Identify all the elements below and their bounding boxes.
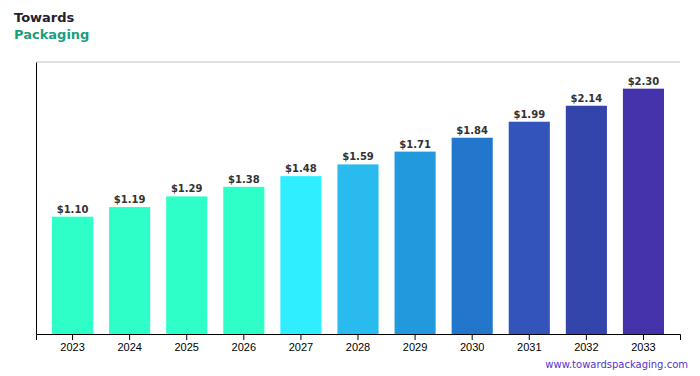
bar <box>109 207 150 334</box>
x-tick-mark <box>472 334 473 340</box>
plot: 2023 2024 2025 2026 2027 2028 2029 2030 2031 2032… <box>36 62 681 353</box>
bar <box>509 122 550 334</box>
logo-text: Packaging <box>14 27 89 42</box>
x-tick-mark <box>643 334 644 340</box>
x-tick: 2027 <box>289 334 313 353</box>
x-tick-mark <box>300 334 301 340</box>
x-tick: 2030 <box>460 334 484 353</box>
plot-top-line <box>36 62 680 63</box>
x-tick: 2031 <box>517 334 541 353</box>
x-tick-mark <box>529 334 530 340</box>
data-labels: $1.10 $1.19 $1.29 $1.38 $1.48 $1.59 $1.71 $1.84… <box>57 76 660 215</box>
data-label: $2.14 <box>571 93 603 104</box>
x-tick-label: 2023 <box>60 341 84 353</box>
x-tick-label: 2033 <box>631 341 655 353</box>
x-tick-mark <box>243 334 244 340</box>
bar <box>623 89 664 334</box>
x-tick: 2033 <box>631 334 655 353</box>
bar <box>280 176 321 334</box>
chart: 2023 2024 2025 2026 2027 2028 2029 2030 2031 2032… <box>0 0 700 376</box>
x-tick: 2026 <box>232 334 256 353</box>
bar <box>452 138 493 334</box>
x-tick-mark <box>586 334 587 340</box>
x-tick-label: 2024 <box>117 341 141 353</box>
x-tick: 2028 <box>346 334 370 353</box>
x-tick: 2023 <box>60 334 84 353</box>
watermark: www.towardspackaging.com <box>545 359 688 370</box>
data-label: $1.19 <box>114 194 146 205</box>
x-tick-mark <box>415 334 416 340</box>
x-tick-mark <box>358 334 359 340</box>
bar <box>566 106 607 334</box>
x-tick-label: 2028 <box>346 341 370 353</box>
x-tick: 2025 <box>174 334 198 353</box>
bar <box>337 164 378 334</box>
x-tick-label: 2031 <box>517 341 541 353</box>
data-label: $1.71 <box>399 139 431 150</box>
y-axis-line <box>36 63 37 335</box>
x-tick: 2032 <box>574 334 598 353</box>
x-tick-label: 2029 <box>403 341 427 353</box>
bar <box>223 187 264 334</box>
logo-text: Towards <box>14 10 75 25</box>
x-tick: 2024 <box>117 334 141 353</box>
x-axis-line <box>37 335 681 341</box>
x-tick-mark <box>72 334 73 340</box>
bars <box>52 89 664 334</box>
bar <box>395 152 436 334</box>
data-label: $1.48 <box>285 163 317 174</box>
x-tick: 2029 <box>403 334 427 353</box>
data-label: $1.10 <box>57 204 89 215</box>
x-tick-label: 2030 <box>460 341 484 353</box>
bar <box>52 217 93 334</box>
data-label: $1.59 <box>342 151 374 162</box>
data-label: $1.84 <box>456 125 488 136</box>
data-label: $1.99 <box>513 109 545 120</box>
bar <box>166 196 207 334</box>
x-tick-label: 2032 <box>574 341 598 353</box>
data-label: $1.38 <box>228 174 260 185</box>
x-tick-mark <box>186 334 187 340</box>
y-axis <box>36 63 37 335</box>
x-tick-label: 2026 <box>232 341 256 353</box>
x-axis: 2023 2024 2025 2026 2027 2028 2029 2030 2031 2032… <box>37 334 681 353</box>
x-tick-label: 2025 <box>174 341 198 353</box>
x-tick-mark <box>129 334 130 340</box>
data-label: $2.30 <box>628 76 660 87</box>
x-tick-label: 2027 <box>289 341 313 353</box>
data-label: $1.29 <box>171 183 203 194</box>
